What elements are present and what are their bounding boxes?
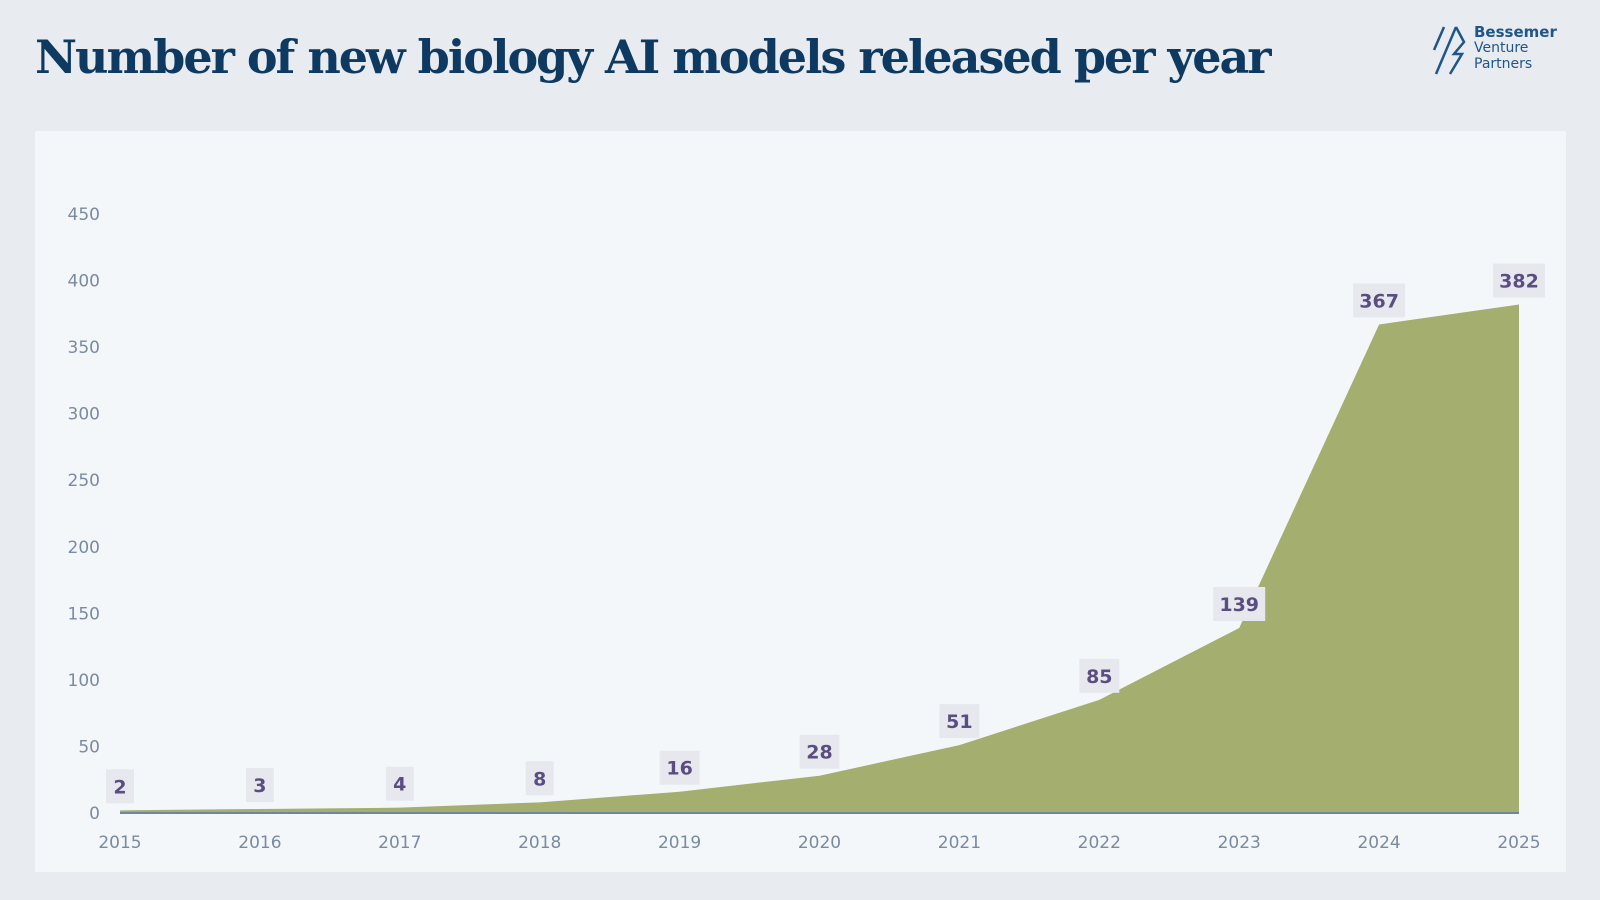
x-tick-label: 2025 — [1497, 833, 1540, 853]
x-tick-label: 2022 — [1078, 833, 1121, 853]
data-label-bg — [245, 768, 274, 803]
x-tick-label: 2018 — [518, 833, 561, 853]
data-label: 51 — [946, 711, 972, 733]
data-label-bg — [385, 766, 414, 801]
bessemer-logo: Bessemer Venture Partners — [1432, 24, 1557, 76]
data-label-bg — [525, 761, 554, 796]
x-tick-label: 2017 — [378, 833, 421, 853]
y-tick-label: 300 — [68, 405, 100, 425]
y-tick-label: 50 — [78, 737, 100, 757]
data-label-bg — [799, 734, 840, 769]
y-tick-label: 100 — [68, 671, 100, 691]
data-label: 3 — [253, 775, 266, 797]
data-label-bg — [1079, 658, 1120, 693]
data-label: 16 — [666, 758, 692, 780]
y-tick-label: 150 — [68, 604, 100, 624]
y-tick-label: 0 — [89, 804, 100, 824]
data-label: 4 — [393, 774, 406, 796]
y-tick-label: 400 — [68, 272, 100, 292]
data-label-bg — [1493, 263, 1545, 298]
area-series — [120, 304, 1519, 813]
data-label: 382 — [1499, 271, 1539, 293]
y-tick-label: 450 — [68, 205, 100, 225]
data-label-bg — [1353, 283, 1406, 318]
data-label: 28 — [806, 742, 832, 764]
data-label-bg — [939, 704, 980, 739]
x-tick-label: 2015 — [98, 833, 141, 853]
data-label: 85 — [1086, 666, 1112, 688]
data-label-bg — [1213, 586, 1266, 621]
data-label: 139 — [1219, 594, 1259, 616]
logo-line3: Partners — [1474, 56, 1533, 72]
data-label-bg — [659, 750, 700, 785]
x-tick-label: 2019 — [658, 833, 701, 853]
x-tick-label: 2020 — [798, 833, 841, 853]
y-tick-label: 250 — [68, 471, 100, 491]
x-tick-label: 2016 — [238, 833, 281, 853]
data-label: 367 — [1359, 290, 1399, 312]
data-label-bg — [106, 769, 134, 804]
logo-line1: Bessemer — [1474, 23, 1557, 41]
logo-line2: Venture — [1474, 40, 1529, 56]
x-tick-label: 2024 — [1357, 833, 1400, 853]
page-title: Number of new biology AI models released… — [35, 30, 1272, 84]
data-label: 8 — [533, 768, 546, 790]
x-tick-label: 2021 — [938, 833, 981, 853]
logo-mark-icon — [1432, 26, 1466, 75]
y-tick-label: 350 — [68, 338, 100, 358]
y-tick-label: 200 — [68, 538, 100, 558]
data-label: 2 — [113, 776, 126, 798]
x-tick-label: 2023 — [1218, 833, 1261, 853]
